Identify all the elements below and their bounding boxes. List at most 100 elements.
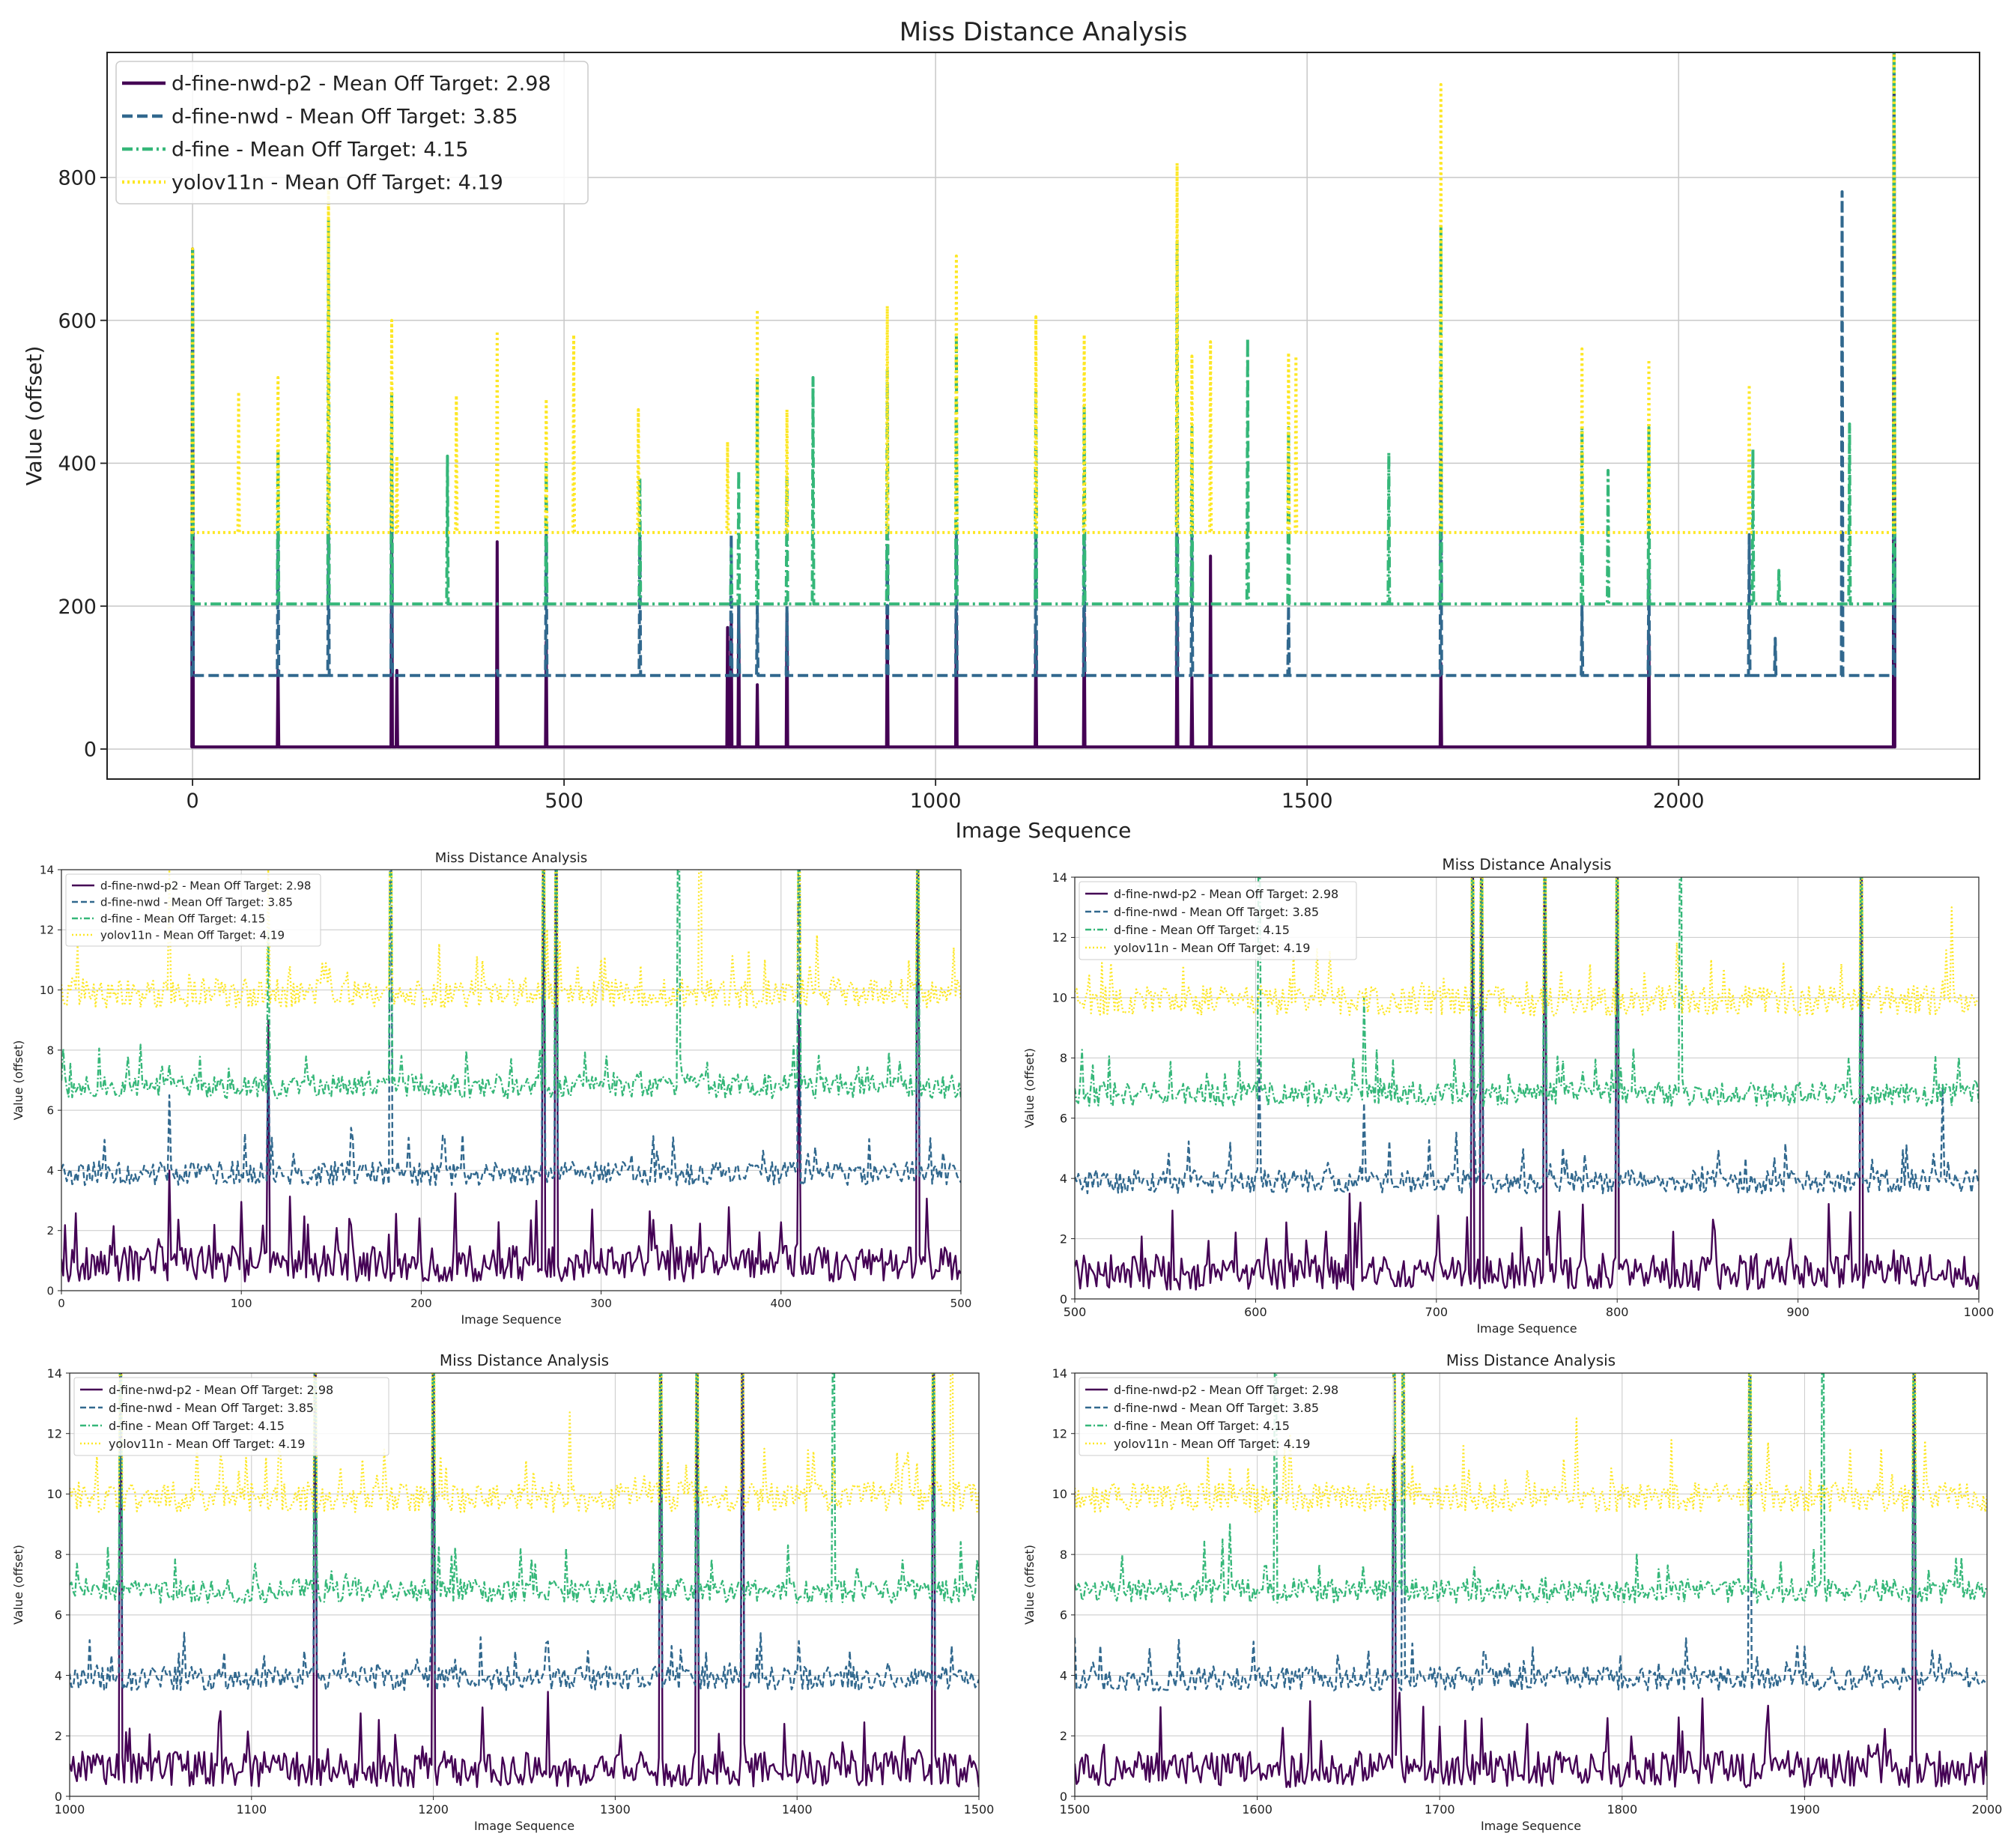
axes-frame [61, 869, 962, 1291]
y-tick-label: 0 [55, 1790, 62, 1804]
legend-box [1079, 881, 1357, 960]
series-line-d-fine-nwd [1075, 877, 1979, 1195]
y-tick-label: 12 [1052, 930, 1067, 945]
y-tick-label: 600 [58, 309, 97, 333]
legend-box [73, 1377, 389, 1456]
y-tick-label: 10 [1052, 991, 1067, 1005]
y-tick-label: 8 [1060, 1051, 1067, 1065]
x-axis-label: Image Sequence [956, 818, 1132, 843]
legend-entry-d-fine: d-fine - Mean Off Target: 4.15 [1114, 1419, 1290, 1433]
y-axis-label: Value (offset) [11, 1545, 25, 1625]
x-axis-label: Image Sequence [1476, 1321, 1577, 1336]
y-axis-label: Value (offset) [22, 346, 46, 486]
x-tick-label: 1500 [1060, 1802, 1091, 1817]
series-line-yolov11n [1075, 1373, 1987, 1513]
series-line-d-fine-nwd-p2 [1075, 877, 1979, 1291]
y-tick-label: 14 [40, 863, 54, 876]
x-tick-label: 1000 [55, 1802, 85, 1817]
chart-zoom-500-1000-svg: 500 600 700 800 900 1000 0 2 4 6 8 10 12 14 Miss Dista… [1022, 855, 1994, 1336]
legend-entry-d-fine-nwd: d-fine-nwd - Mean Off Target: 3.85 [109, 1401, 314, 1415]
chart-zoom-1000-1500: 1000 1100 1200 1300 1400 1500 0 2 4 6 8 10 12 14 Miss … [0, 1345, 996, 1845]
series-line-d-fine-nwd [70, 1373, 979, 1691]
x-tick-label: 2000 [1653, 790, 1705, 813]
chart-overview: 0 500 1000 1500 2000 0 200 400 600 800 Miss Distan… [0, 0, 2014, 846]
legend: d-fine-nwd-p2 - Mean Off Target: 2.98 d-f… [115, 61, 589, 205]
y-tick-label: 2 [1060, 1729, 1067, 1743]
series-line-yolov11n [1075, 877, 1979, 1017]
legend: d-fine-nwd-p2 - Mean Off Target: 2.98 d-f… [1079, 1377, 1395, 1456]
x-tick-label: 700 [1425, 1305, 1449, 1319]
x-tick-label: 500 [950, 1297, 972, 1310]
y-tick-label: 8 [55, 1548, 62, 1562]
x-tick-label: 1300 [600, 1802, 631, 1817]
x-tick-label: 1900 [1789, 1802, 1820, 1817]
legend-entry-yolov11n: yolov11n - Mean Off Target: 4.19 [1114, 1437, 1310, 1451]
legend-entry-d-fine-nwd: d-fine-nwd - Mean Off Target: 3.85 [1114, 1401, 1319, 1415]
chart-title: Miss Distance Analysis [1446, 1351, 1616, 1369]
legend-entry-d-fine-nwd: d-fine-nwd - Mean Off Target: 3.85 [100, 895, 293, 909]
y-tick-label: 14 [1052, 1366, 1067, 1381]
x-tick-label: 200 [410, 1297, 432, 1310]
chart-zoom-500-1000: 500 600 700 800 900 1000 0 2 4 6 8 10 12 14 Miss Dista… [1011, 845, 2014, 1339]
legend-entry-yolov11n: yolov11n - Mean Off Target: 4.19 [100, 928, 285, 942]
y-tick-label: 4 [46, 1164, 54, 1178]
chart-zoom-0-500: 0 100 200 300 400 500 0 2 4 6 8 10 12 14 Miss Distance… [0, 845, 981, 1339]
plot-area [70, 1373, 979, 1788]
legend-entry-yolov11n: yolov11n - Mean Off Target: 4.19 [172, 172, 503, 195]
y-tick-label: 0 [1060, 1292, 1067, 1306]
series-line-d-fine [1075, 1373, 1987, 1604]
axes-frame [1074, 876, 1980, 1300]
x-tick-label: 1600 [1242, 1802, 1273, 1817]
legend-entry-d-fine: d-fine - Mean Off Target: 4.15 [172, 139, 468, 162]
legend-box [1079, 1377, 1395, 1456]
series-line-d-fine [70, 1373, 979, 1604]
legend-entry-yolov11n: yolov11n - Mean Off Target: 4.19 [1114, 941, 1310, 955]
y-tick-label: 14 [1052, 870, 1067, 885]
y-tick-label: 4 [1060, 1668, 1067, 1682]
x-tick-label: 1400 [782, 1802, 813, 1817]
chart-zoom-1000-1500-svg: 1000 1100 1200 1300 1400 1500 0 2 4 6 8 10 12 14 Miss … [11, 1351, 994, 1833]
y-tick-label: 6 [1060, 1608, 1067, 1623]
series-line-d-fine-nwd-p2 [70, 1373, 979, 1788]
y-tick-label: 12 [40, 924, 54, 937]
legend: d-fine-nwd-p2 - Mean Off Target: 2.98 d-f… [1079, 881, 1357, 960]
y-tick-label: 14 [47, 1366, 62, 1381]
legend-entry-d-fine-nwd-p2: d-fine-nwd-p2 - Mean Off Target: 2.98 [172, 73, 551, 96]
series-line-d-fine-nwd-p2 [61, 870, 961, 1282]
series-line-yolov11n [190, 52, 1896, 534]
series-line-d-fine [1075, 877, 1979, 1107]
y-tick-label: 2 [55, 1729, 62, 1743]
chart-zoom-1500-2000: 1500 1600 1700 1800 1900 2000 0 2 4 6 8 10 12 14 Miss … [1011, 1345, 2014, 1845]
legend-entry-d-fine-nwd-p2: d-fine-nwd-p2 - Mean Off Target: 2.98 [109, 1383, 333, 1397]
series-line-yolov11n [61, 870, 961, 1009]
y-tick-label: 800 [58, 167, 97, 190]
series-line-d-fine-nwd [1075, 1373, 1987, 1691]
legend-box [65, 873, 321, 947]
y-tick-label: 10 [47, 1487, 62, 1501]
x-axis-label: Image Sequence [1481, 1819, 1581, 1833]
grid-lines [107, 52, 1980, 779]
axes-frame [106, 52, 1980, 780]
y-tick-label: 10 [40, 984, 54, 997]
x-tick-label: 100 [231, 1297, 252, 1310]
legend-entry-d-fine: d-fine - Mean Off Target: 4.15 [100, 912, 265, 925]
x-tick-label: 1000 [910, 790, 962, 813]
x-tick-label: 500 [545, 790, 583, 813]
y-tick-label: 12 [1052, 1426, 1067, 1440]
legend: d-fine-nwd-p2 - Mean Off Target: 2.98 d-f… [73, 1377, 389, 1456]
y-axis-label: Value (offset) [11, 1040, 25, 1121]
legend-entry-d-fine-nwd-p2: d-fine-nwd-p2 - Mean Off Target: 2.98 [1114, 887, 1338, 901]
legend-entry-d-fine-nwd: d-fine-nwd - Mean Off Target: 3.85 [172, 106, 518, 129]
x-axis-label: Image Sequence [461, 1312, 561, 1327]
x-tick-label: 2000 [1972, 1802, 2003, 1817]
x-tick-label: 500 [1064, 1305, 1087, 1319]
axes-frame [69, 1372, 980, 1797]
y-tick-label: 200 [58, 596, 97, 619]
chart-title: Miss Distance Analysis [440, 1351, 609, 1369]
chart-title: Miss Distance Analysis [1442, 855, 1611, 873]
chart-zoom-1500-2000-svg: 1500 1600 1700 1800 1900 2000 0 2 4 6 8 10 12 14 Miss … [1022, 1351, 2003, 1833]
series-line-d-fine-nwd [61, 870, 961, 1187]
x-tick-label: 1100 [236, 1802, 267, 1817]
x-tick-label: 1800 [1607, 1802, 1637, 1817]
legend-box [115, 61, 589, 205]
